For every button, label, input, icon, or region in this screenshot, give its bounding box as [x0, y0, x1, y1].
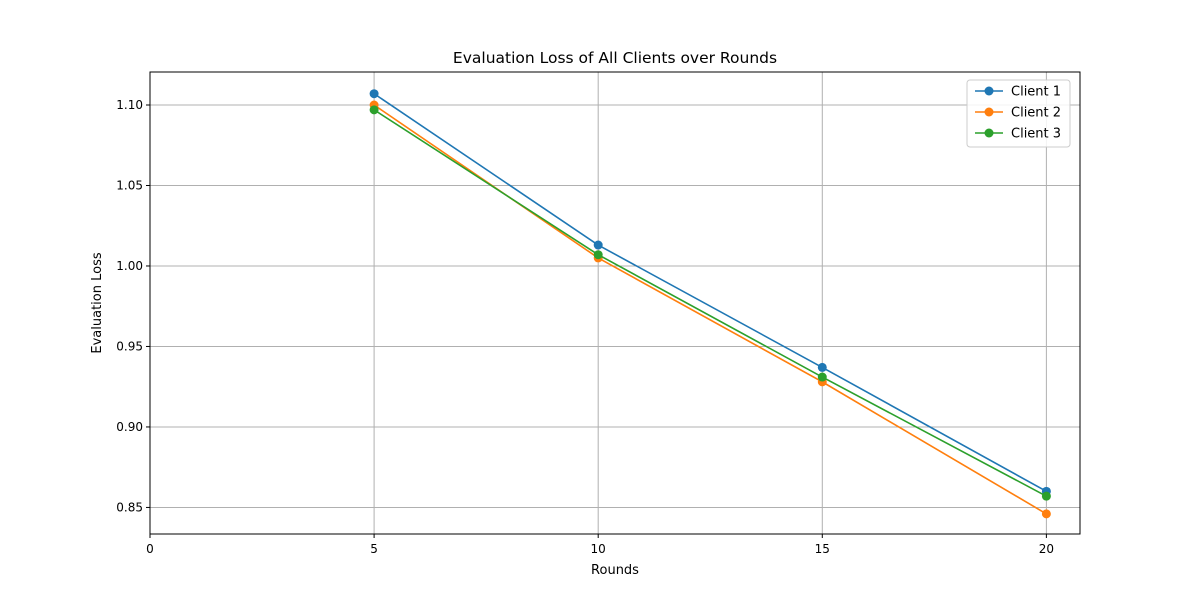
y-tick-label: 0.85	[116, 500, 143, 514]
data-point	[593, 250, 603, 260]
x-tick-label: 15	[815, 542, 830, 556]
y-tick-label: 1.05	[116, 178, 143, 192]
legend-marker	[984, 86, 994, 96]
data-point	[369, 89, 379, 99]
legend: Client 1 Client 2 Client 3	[966, 79, 1071, 148]
legend-entry: Client 3	[975, 127, 1061, 142]
data-point	[1041, 509, 1051, 519]
ticks: 0 5 10 15 20 0.85 0.90 0.95 1.00 1.05 1.10	[116, 98, 1054, 556]
x-tick-label: 0	[146, 542, 154, 556]
y-tick-label: 0.95	[116, 339, 143, 353]
legend-marker	[984, 107, 994, 117]
x-axis-label: Rounds	[591, 563, 639, 578]
data-point	[817, 372, 827, 382]
series-2	[369, 100, 1051, 519]
axes-frame	[149, 71, 1081, 535]
legend-box	[966, 79, 1071, 148]
series-line	[373, 104, 1047, 515]
y-tick-label: 1.10	[116, 98, 143, 112]
y-tick-label: 0.90	[116, 420, 143, 434]
y-tick-label: 1.00	[116, 259, 143, 273]
legend-label: Client 2	[1011, 106, 1061, 121]
y-axis-label: Evaluation Loss	[90, 252, 105, 353]
data-point	[369, 105, 379, 115]
chart-title: Evaluation Loss of All Clients over Roun…	[453, 49, 777, 67]
x-tick-label: 10	[591, 542, 606, 556]
x-tick-label: 5	[370, 542, 378, 556]
legend-entry: Client 1	[975, 85, 1061, 100]
series-line	[373, 93, 1047, 493]
data-point	[817, 362, 827, 372]
data-point	[593, 240, 603, 250]
grid	[149, 72, 1080, 534]
legend-label: Client 1	[1011, 85, 1061, 100]
x-tick-label: 20	[1039, 542, 1054, 556]
data-point	[1041, 491, 1051, 501]
series-layer	[369, 89, 1051, 519]
series-line	[373, 109, 1047, 497]
legend-label: Client 3	[1011, 127, 1061, 142]
series-3	[369, 105, 1051, 501]
series-1	[369, 89, 1051, 496]
legend-marker	[984, 128, 994, 138]
legend-entry: Client 2	[975, 106, 1061, 121]
